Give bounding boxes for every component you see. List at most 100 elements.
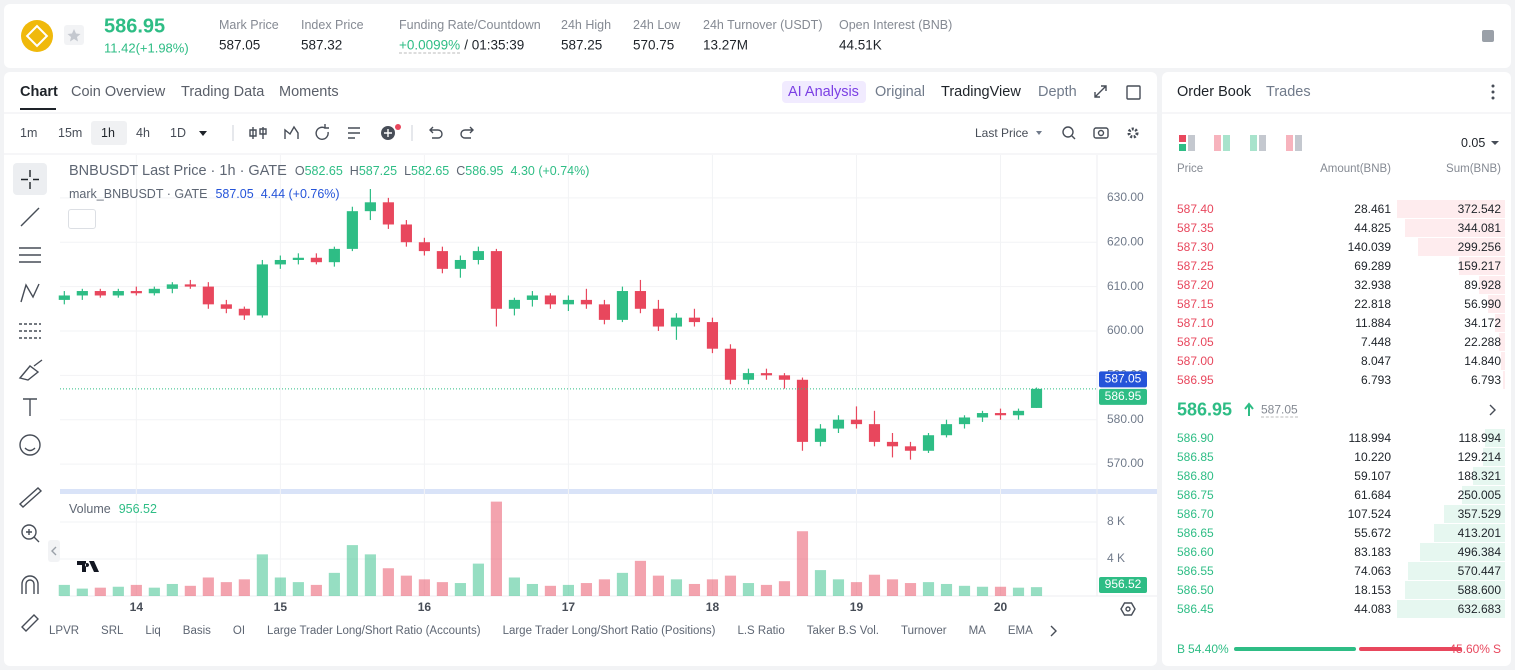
indicator[interactable]: OI bbox=[232, 625, 246, 637]
volume-bar bbox=[112, 586, 124, 596]
orderbook-expand[interactable] bbox=[1489, 404, 1496, 416]
interval[interactable]: 1m bbox=[20, 126, 38, 140]
tick-size-dropdown[interactable] bbox=[1491, 141, 1499, 145]
order-price[interactable]: 587.15 bbox=[1177, 297, 1214, 311]
text-tool[interactable] bbox=[23, 398, 37, 416]
tick-size[interactable]: 0.05 bbox=[1461, 136, 1486, 150]
zoom-tool[interactable] bbox=[21, 524, 37, 540]
order-price[interactable]: 586.90 bbox=[1177, 431, 1214, 445]
order-price[interactable]: 586.60 bbox=[1177, 545, 1214, 559]
order-price[interactable]: 587.40 bbox=[1177, 202, 1214, 216]
candle-body bbox=[1030, 388, 1043, 408]
candle-type-button[interactable] bbox=[249, 127, 267, 139]
view-tab[interactable]: AI Analysis bbox=[788, 84, 859, 100]
magnet-tool[interactable] bbox=[21, 575, 39, 594]
indicator-button[interactable] bbox=[284, 125, 299, 139]
order-price[interactable]: 587.00 bbox=[1177, 354, 1214, 368]
order-price[interactable]: 587.10 bbox=[1177, 316, 1214, 330]
lock-tool[interactable] bbox=[21, 614, 39, 632]
order-price[interactable]: 587.25 bbox=[1177, 259, 1214, 273]
collapse-legend[interactable] bbox=[68, 209, 96, 229]
indicator[interactable]: Taker B.S Vol. bbox=[806, 625, 879, 637]
volume-bar bbox=[1030, 587, 1043, 596]
indicator[interactable]: Turnover bbox=[900, 625, 947, 637]
search-button[interactable] bbox=[1062, 126, 1074, 138]
candle-body bbox=[346, 211, 358, 249]
order-price[interactable]: 586.50 bbox=[1177, 583, 1214, 597]
header-menu[interactable] bbox=[1482, 30, 1494, 42]
order-price[interactable]: 587.20 bbox=[1177, 278, 1214, 292]
chart-tab[interactable]: Coin Overview bbox=[71, 84, 166, 100]
order-price[interactable]: 587.35 bbox=[1177, 221, 1214, 235]
chart-tab[interactable]: Chart bbox=[20, 84, 58, 100]
interval[interactable]: 1h bbox=[101, 126, 115, 140]
indicator[interactable]: Large Trader Long/Short Ratio (Positions… bbox=[502, 625, 716, 637]
orderbook-tab[interactable]: Order Book bbox=[1177, 84, 1252, 100]
interval[interactable]: 15m bbox=[58, 126, 83, 140]
indicators-scroll[interactable] bbox=[1050, 625, 1057, 637]
view-tab[interactable]: Depth bbox=[1038, 84, 1077, 100]
crosshair-tool[interactable] bbox=[21, 170, 39, 189]
order-price[interactable]: 586.55 bbox=[1177, 564, 1214, 578]
order-price[interactable]: 586.75 bbox=[1177, 488, 1214, 502]
indicator[interactable]: Liq bbox=[145, 625, 161, 637]
legend-value: 582.65 bbox=[411, 164, 450, 178]
order-price[interactable]: 586.95 bbox=[1177, 373, 1214, 387]
price-type[interactable]: Last Price bbox=[975, 126, 1029, 140]
view-tab[interactable]: TradingView bbox=[941, 84, 1021, 100]
order-price[interactable]: 587.05 bbox=[1177, 335, 1214, 349]
indicator[interactable]: Basis bbox=[182, 625, 211, 637]
redo-button[interactable] bbox=[460, 126, 474, 139]
order-price[interactable]: 586.80 bbox=[1177, 469, 1214, 483]
orderbook-mode[interactable] bbox=[1179, 135, 1302, 151]
indicator[interactable]: LPVR bbox=[49, 625, 80, 637]
more-button[interactable] bbox=[1491, 84, 1495, 100]
ruler-tool[interactable] bbox=[18, 487, 43, 508]
indicator[interactable]: Large Trader Long/Short Ratio (Accounts) bbox=[267, 625, 481, 637]
fullscreen-button[interactable] bbox=[1094, 85, 1107, 98]
indicator-bar: LPVR SRL Liq Basis OI Large Trader Long/Short… bbox=[49, 625, 1045, 637]
brush-tool[interactable] bbox=[18, 359, 43, 381]
snapshot-button[interactable] bbox=[1093, 127, 1109, 139]
depth-bar bbox=[1472, 467, 1505, 485]
volume-bar bbox=[76, 588, 88, 596]
interval[interactable]: 1D bbox=[170, 126, 186, 140]
axis-settings[interactable] bbox=[1120, 602, 1136, 616]
volume-bar bbox=[94, 587, 106, 596]
stat-value: 13.27M bbox=[703, 37, 749, 53]
indicator[interactable]: SRL bbox=[101, 625, 124, 637]
settings-button[interactable] bbox=[1127, 127, 1139, 139]
chart-tab[interactable]: Trading Data bbox=[181, 84, 265, 100]
indicator[interactable]: MA bbox=[968, 625, 986, 637]
fib-tool[interactable] bbox=[19, 247, 41, 263]
toolbar-toggle[interactable] bbox=[48, 540, 60, 562]
order-price[interactable]: 586.65 bbox=[1177, 526, 1214, 540]
trendline-tool[interactable] bbox=[20, 207, 40, 227]
order-price[interactable]: 587.30 bbox=[1177, 240, 1214, 254]
candle-body bbox=[274, 259, 286, 265]
price-type-dropdown[interactable] bbox=[1036, 131, 1042, 135]
replay-button[interactable] bbox=[315, 124, 329, 140]
view-tab[interactable]: Original bbox=[875, 84, 925, 100]
candle-body bbox=[238, 308, 250, 316]
emoji-tool[interactable] bbox=[19, 434, 41, 456]
indicator[interactable]: L.S Ratio bbox=[737, 625, 785, 637]
stat-value-row: 13.27M bbox=[703, 38, 748, 53]
interval[interactable]: 4h bbox=[136, 126, 150, 140]
order-price[interactable]: 586.45 bbox=[1177, 602, 1214, 616]
interval-dropdown[interactable] bbox=[199, 131, 207, 136]
template-button[interactable] bbox=[348, 127, 360, 139]
sell-label: S bbox=[1492, 642, 1501, 656]
undo-button[interactable] bbox=[429, 126, 443, 139]
y-tick-label: 580.00 bbox=[1107, 412, 1144, 426]
prediction-tool[interactable] bbox=[19, 323, 41, 339]
orderbook-tab[interactable]: Trades bbox=[1266, 84, 1311, 100]
order-sum: 159.217 bbox=[1457, 259, 1501, 273]
window-button[interactable] bbox=[1126, 85, 1141, 100]
chart-tab[interactable]: Moments bbox=[279, 84, 339, 100]
indicator[interactable]: EMA bbox=[1007, 625, 1033, 637]
pattern-tool[interactable] bbox=[20, 283, 40, 303]
order-price[interactable]: 586.70 bbox=[1177, 507, 1214, 521]
order-price[interactable]: 586.85 bbox=[1177, 450, 1214, 464]
